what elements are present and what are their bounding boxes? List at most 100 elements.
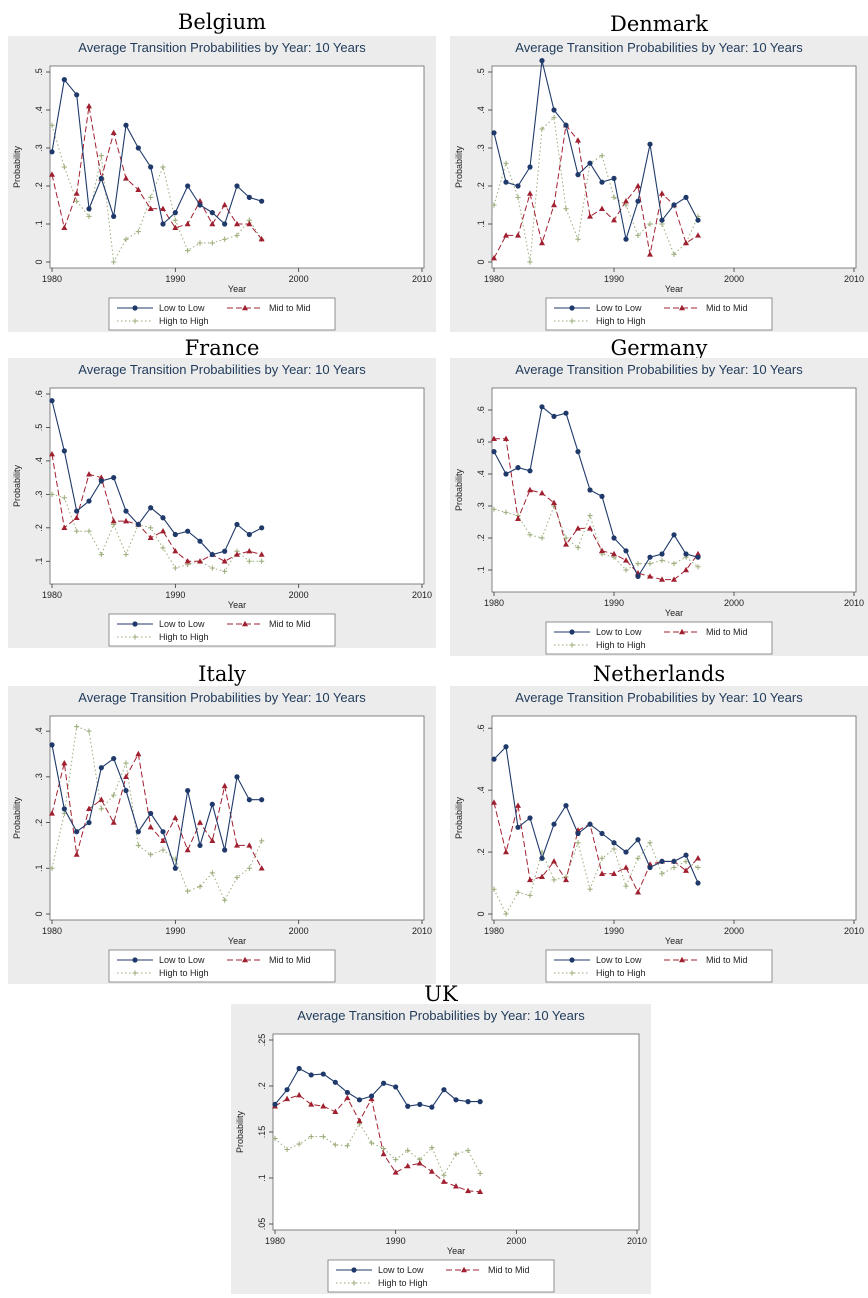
y-tick-label: 0 xyxy=(476,911,486,916)
data-point-low xyxy=(197,538,203,544)
data-point-mid xyxy=(477,1188,484,1194)
data-point-high xyxy=(98,806,104,812)
data-point-mid xyxy=(197,819,203,825)
data-point-mid xyxy=(515,802,521,808)
data-point-high xyxy=(172,565,178,571)
data-point-high xyxy=(197,240,203,246)
x-tick-label: 2000 xyxy=(724,598,744,608)
data-point-mid xyxy=(659,190,665,196)
data-point-mid xyxy=(491,435,497,441)
data-point-low xyxy=(246,797,252,803)
plot-area xyxy=(491,65,857,269)
y-axis-label: Probability xyxy=(12,796,22,839)
data-point-mid xyxy=(635,889,641,895)
data-point-high xyxy=(575,545,581,551)
series-line-low xyxy=(51,78,262,226)
data-point-low xyxy=(515,465,521,471)
data-point-low xyxy=(234,774,240,780)
data-point-mid xyxy=(416,1160,423,1166)
legend-label-high: High to High xyxy=(596,968,646,978)
data-point-mid xyxy=(296,1092,303,1098)
data-point-low xyxy=(160,515,166,521)
data-point-low xyxy=(222,847,228,853)
data-point-low xyxy=(635,837,641,843)
data-point-low xyxy=(551,413,557,419)
data-point-low xyxy=(623,849,629,855)
plot-area xyxy=(491,387,857,593)
data-point-mid xyxy=(527,876,533,883)
data-point-mid xyxy=(380,1150,387,1157)
data-point-high xyxy=(185,888,191,894)
chart-title: Average Transition Probabilities by Year… xyxy=(78,362,366,377)
data-point-high xyxy=(246,558,252,564)
y-tick-label: .6 xyxy=(476,406,486,414)
data-point-low xyxy=(234,183,240,189)
chart-panel-denmark: Denmark Average Transition Probabilities… xyxy=(450,10,868,332)
data-point-mid xyxy=(575,137,581,143)
data-point-high xyxy=(123,551,129,558)
x-tick-label: 1990 xyxy=(604,274,624,284)
data-point-high xyxy=(575,840,581,846)
data-point-low xyxy=(575,172,581,178)
data-point-mid xyxy=(221,558,228,564)
data-point-high xyxy=(86,728,92,734)
data-point-mid xyxy=(539,873,545,880)
data-point-low xyxy=(148,505,154,511)
data-point-low xyxy=(683,551,689,557)
data-point-high xyxy=(123,760,129,766)
data-point-mid xyxy=(404,1162,411,1169)
data-point-mid xyxy=(611,217,617,223)
data-point-mid xyxy=(647,251,653,257)
data-point-low xyxy=(49,742,55,748)
data-point-low xyxy=(587,821,593,827)
data-point-low xyxy=(86,498,92,504)
data-point-high xyxy=(308,1134,314,1140)
data-point-low xyxy=(259,198,265,204)
data-point-low xyxy=(320,1071,326,1077)
data-point-mid xyxy=(98,796,105,802)
data-point-high xyxy=(272,1135,278,1142)
data-point-low xyxy=(503,744,509,750)
data-point-low xyxy=(381,1080,387,1086)
data-point-high xyxy=(527,892,533,899)
country-label-france: France xyxy=(184,336,260,360)
data-point-low xyxy=(623,548,629,554)
series-line-low xyxy=(51,400,262,556)
data-point-low xyxy=(272,1101,278,1107)
data-point-low xyxy=(695,554,701,560)
y-axis-label: Probability xyxy=(454,468,464,511)
legend-marker-high xyxy=(132,634,138,640)
data-point-low xyxy=(111,213,117,219)
legend-label-high: High to High xyxy=(596,316,646,326)
data-point-low xyxy=(551,821,557,827)
chart-svg: Average Transition Probabilities by Year… xyxy=(12,690,432,983)
x-tick-label: 2010 xyxy=(412,590,432,600)
data-point-high xyxy=(259,838,265,844)
data-point-high xyxy=(671,864,677,871)
data-point-low xyxy=(611,175,617,181)
legend-label-low: Low to Low xyxy=(596,303,642,313)
data-point-low xyxy=(623,236,629,242)
series-line-mid xyxy=(51,752,263,869)
data-point-mid xyxy=(172,548,179,554)
data-point-low xyxy=(695,880,701,886)
data-point-low xyxy=(284,1087,290,1093)
legend-label-low: Low to Low xyxy=(159,955,205,965)
x-tick-label: 2000 xyxy=(724,926,744,936)
data-point-mid xyxy=(611,550,617,557)
data-point-mid xyxy=(428,1168,435,1174)
data-point-high xyxy=(647,561,653,567)
data-point-high xyxy=(563,535,569,541)
legend-box xyxy=(108,613,336,647)
legend-marker-low xyxy=(569,629,575,635)
data-point-high xyxy=(296,1141,302,1147)
x-tick-label: 1980 xyxy=(42,274,62,284)
y-tick-label: .1 xyxy=(257,1174,267,1182)
y-tick-label: .4 xyxy=(34,727,44,735)
data-point-low xyxy=(599,830,605,837)
data-point-mid xyxy=(695,855,701,861)
data-point-mid xyxy=(683,566,689,573)
data-point-high xyxy=(234,874,240,881)
y-axis-label: Probability xyxy=(12,464,22,507)
legend-label-mid: Mid to Mid xyxy=(269,955,311,965)
